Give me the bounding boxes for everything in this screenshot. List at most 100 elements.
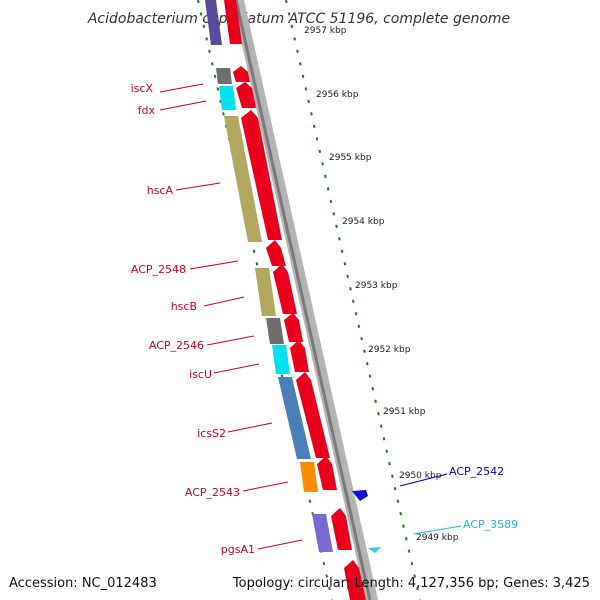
gene-arrow[interactable] — [344, 560, 366, 600]
inner-ruler-tick — [328, 586, 331, 591]
outer-ruler-tick — [285, 0, 288, 4]
gene-box[interactable] — [272, 345, 290, 374]
outer-ruler-tick — [393, 486, 397, 491]
outer-ruler-tick — [312, 124, 316, 129]
gene-box[interactable] — [300, 462, 318, 492]
outer-ruler-tick — [374, 399, 377, 403]
gene-arrow[interactable] — [236, 82, 256, 108]
inner-ruler-tick — [219, 99, 222, 104]
outer-ruler-tick — [385, 449, 389, 453]
outer-ruler-tick — [382, 437, 386, 441]
outer-ruler-tick — [321, 162, 324, 166]
outer-ruler-tick — [404, 536, 408, 541]
inner-ruler-tick — [252, 249, 256, 253]
outer-ruler-tick — [388, 461, 391, 466]
ruler-labels: 2957 kbp 2956 kbp 2955 kbp 2954 kbp 2953… — [304, 26, 459, 543]
outer-ruler-tick — [301, 74, 305, 79]
outer-ruler-tick — [410, 561, 414, 566]
gene-box[interactable] — [216, 68, 232, 84]
outer-ruler-tick — [332, 212, 336, 216]
outer-ruler-tick — [343, 262, 347, 266]
outer-ruler-tick — [326, 187, 330, 191]
gene-box[interactable] — [224, 116, 262, 242]
inner-ruler-tick — [202, 24, 206, 29]
gene-box[interactable] — [312, 514, 333, 552]
inner-ruler-tick — [255, 262, 259, 266]
gene-label-fdx[interactable]: fdx — [138, 104, 156, 117]
outer-ruler-tick — [338, 237, 341, 241]
gene-arrow[interactable] — [233, 66, 250, 82]
outer-ruler-tick — [407, 549, 411, 553]
inner-ruler-tick — [213, 74, 217, 79]
gene-label-iscU[interactable]: iscU — [189, 368, 212, 381]
ruler-label: 2955 kbp — [329, 153, 372, 163]
gene-arrow[interactable] — [290, 340, 309, 372]
gene-box[interactable] — [278, 377, 311, 459]
outer-ruler-tick — [318, 149, 322, 154]
gene-arrow[interactable] — [266, 240, 286, 266]
gene-label-hscB[interactable]: hscB — [171, 300, 197, 313]
gene-label-ACP_2548[interactable]: ACP_2548 — [131, 263, 186, 276]
outer-ruler-tick — [340, 249, 344, 253]
outer-ruler-tick — [287, 12, 291, 16]
outer-ruler-tick — [354, 312, 358, 316]
gene-boxes — [205, 0, 333, 552]
gene-label-ACP_2543[interactable]: ACP_2543 — [185, 486, 240, 499]
gene-label-pgsA1[interactable]: pgsA1 — [221, 543, 255, 556]
reverse-strand — [352, 490, 381, 553]
outer-ruler-tick — [368, 374, 372, 378]
gene-label-ACP_2542[interactable]: ACP_2542 — [449, 465, 504, 478]
ruler-label: 2949 kbp — [416, 533, 459, 543]
inner-ruler-tick — [208, 49, 211, 54]
gene-label-iscX[interactable]: iscX — [131, 82, 154, 95]
outer-ruler-tick — [413, 574, 416, 578]
inner-ruler-tick — [205, 37, 208, 41]
gene-box[interactable] — [219, 86, 236, 110]
inner-ruler-tick — [325, 574, 328, 578]
outer-ruler-tick — [304, 87, 308, 91]
gene-box[interactable] — [266, 318, 284, 344]
outer-ruler-tick — [379, 424, 383, 428]
accession-label: Accession: NC_012483 — [9, 576, 157, 591]
outer-ruler-tick — [329, 199, 333, 204]
outer-ruler-tick — [371, 387, 375, 391]
gene-arrow[interactable] — [284, 313, 303, 342]
gene-arrow[interactable] — [296, 372, 330, 458]
gene-arrow[interactable] — [224, 0, 242, 44]
gene-label-icsS2[interactable]: icsS2 — [197, 427, 226, 440]
inner-ruler-tick — [197, 0, 200, 4]
gene-arrow[interactable] — [241, 110, 282, 240]
gene-arrow[interactable] — [273, 264, 297, 314]
outer-ruler-tick — [396, 499, 400, 503]
outer-ruler-tick — [298, 62, 302, 66]
outer-ruler-tick — [391, 474, 394, 478]
outer-ruler-tick — [363, 349, 366, 353]
outer-ruler-tick — [346, 274, 350, 278]
inner-ruler-tick — [222, 112, 225, 116]
gene-box[interactable] — [205, 0, 222, 45]
inner-ruler-tick — [216, 87, 220, 91]
ruler-label: 2954 kbp — [342, 217, 385, 227]
gene-arrow-reverse[interactable] — [352, 490, 368, 501]
outer-ruler-tick — [315, 137, 319, 141]
outer-ruler-tick — [365, 362, 369, 366]
outer-ruler-tick — [351, 299, 355, 303]
ruler-label: 2956 kbp — [316, 90, 359, 100]
outer-ruler-tick — [360, 337, 363, 341]
gene-label-hscA[interactable]: hscA — [147, 184, 174, 197]
inner-ruler-tick — [199, 12, 203, 16]
outer-ruler-tick — [307, 99, 310, 104]
gene-label-ACP_2546[interactable]: ACP_2546 — [149, 339, 204, 352]
outer-ruler-tick — [399, 511, 403, 516]
gene-arrow[interactable] — [331, 508, 352, 550]
outer-ruler-tick — [324, 174, 327, 179]
gene-box[interactable] — [255, 268, 276, 316]
outer-ruler-tick — [416, 586, 419, 591]
gene-labels: iscX fdx hscA ACP_2548 hscB ACP_2546 isc… — [131, 82, 519, 556]
gene-label-ACP_3589[interactable]: ACP_3589 — [463, 518, 518, 531]
gene-arrow[interactable] — [317, 456, 337, 490]
inner-ruler-tick — [308, 499, 312, 503]
trna-arrow[interactable] — [368, 547, 381, 553]
outer-ruler-tick — [296, 49, 299, 54]
ruler-label: 2957 kbp — [304, 26, 347, 36]
